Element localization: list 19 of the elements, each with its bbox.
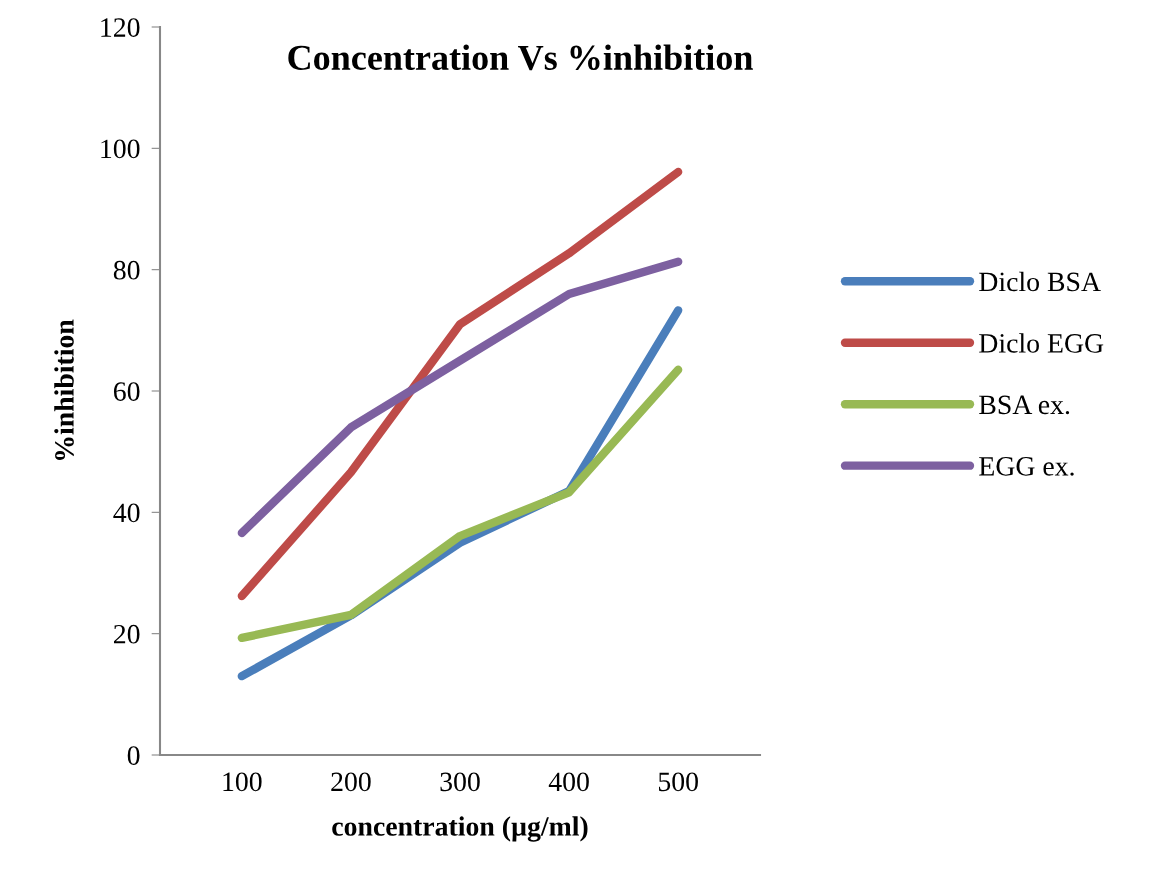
y-tick-label: 120	[101, 18, 140, 37]
y-axis-title: %inhibition	[54, 319, 74, 460]
legend-label: Diclo EGG	[979, 333, 1104, 353]
y-tick-label: 80	[113, 260, 140, 280]
y-tick-label: 0	[127, 746, 140, 765]
x-axis-title: concentration (µg/ml)	[332, 816, 588, 842]
y-tick-label: 40	[113, 503, 140, 523]
x-tick-label: 300	[440, 772, 480, 792]
x-tick-label: 200	[331, 772, 371, 792]
legend-label: EGG ex.	[979, 457, 1074, 476]
x-tick-label: 100	[223, 772, 262, 792]
y-tick-label: 60	[113, 382, 140, 401]
y-tick-label: 20	[114, 624, 140, 644]
legend-label: BSA ex.	[979, 395, 1070, 415]
y-tick-label: 100	[101, 139, 140, 159]
x-tick-label: 500	[658, 772, 698, 792]
legend-label: Diclo BSA	[979, 271, 1101, 292]
x-tick-label: 400	[548, 772, 589, 792]
chart-title: Concentration Vs %inhibition	[288, 44, 753, 71]
